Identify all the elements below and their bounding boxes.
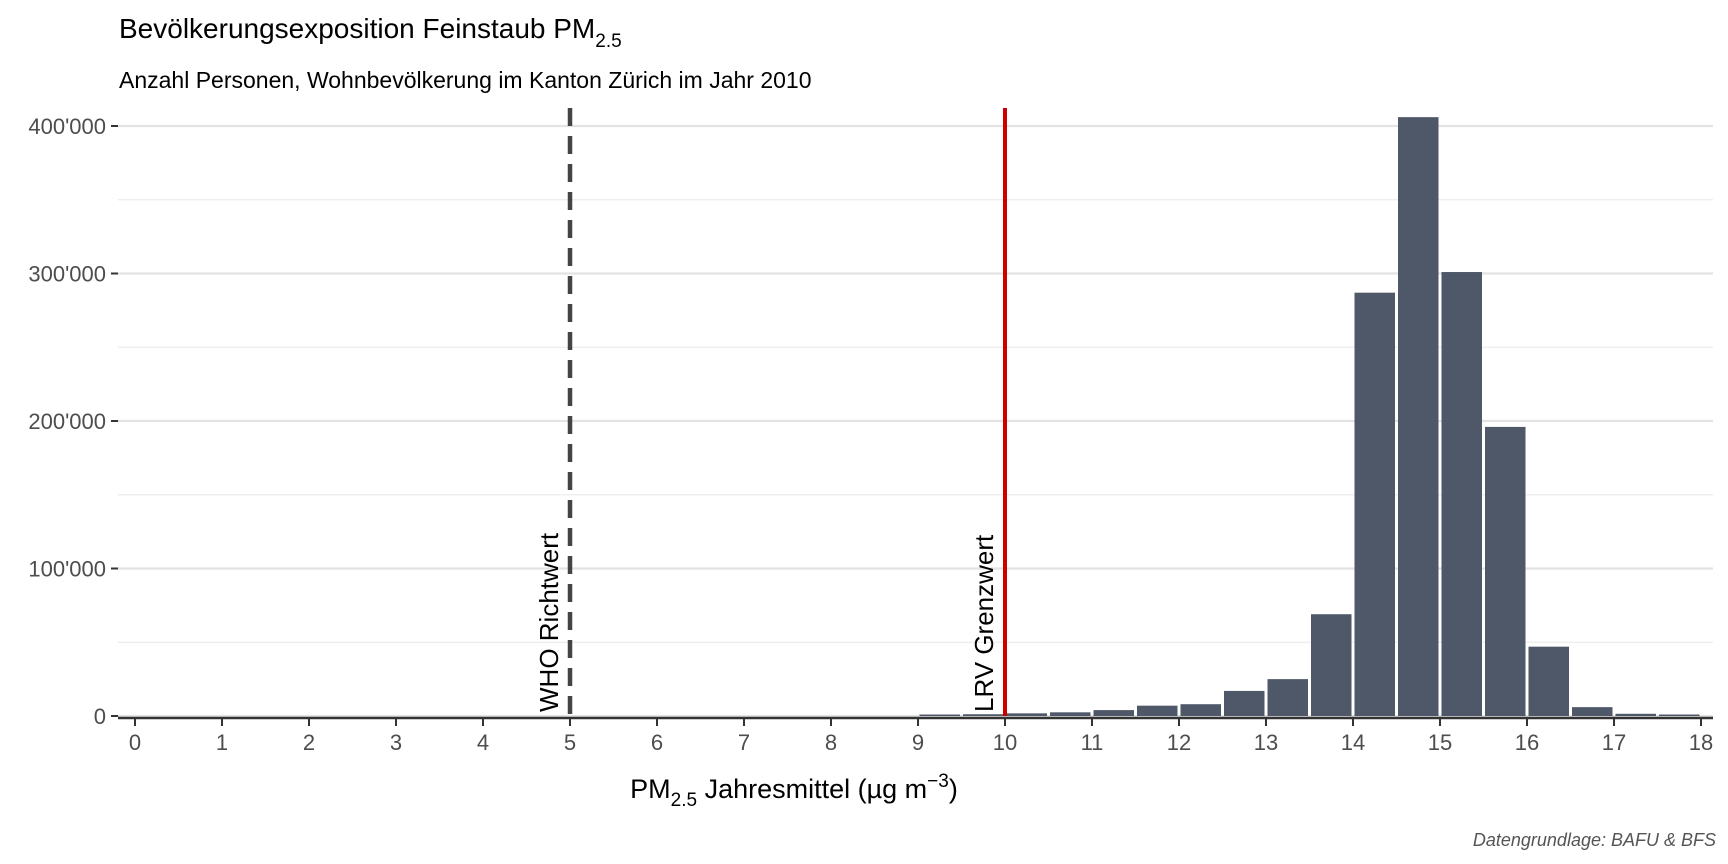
- histogram-bar: [1441, 272, 1482, 716]
- x-tick-label: 1: [216, 730, 228, 755]
- histogram-bar: [1615, 713, 1656, 716]
- histogram-bar: [1050, 712, 1091, 716]
- histogram-bar: [963, 714, 1004, 716]
- x-tick-label: 3: [390, 730, 402, 755]
- histogram-bar: [1354, 292, 1395, 716]
- chart-title-subscript: 2.5: [595, 31, 621, 52]
- x-tick-label: 0: [129, 730, 141, 755]
- x-tick-label: 12: [1167, 730, 1191, 755]
- reference-lines-layer: WHO Richtwert LRV Grenzwert: [534, 108, 1007, 716]
- grid-layer: [118, 124, 1713, 718]
- x-tick-label: 10: [993, 730, 1017, 755]
- x-tick-label: 17: [1602, 730, 1626, 755]
- x-tick-label: 2: [303, 730, 315, 755]
- histogram-bar: [1311, 614, 1352, 716]
- x-tick-label: 7: [738, 730, 750, 755]
- y-tick-label: 300'000: [28, 262, 106, 287]
- histogram-bar: [1485, 426, 1526, 716]
- y-tick-label: 200'000: [28, 409, 106, 434]
- reference-line-label: WHO Richtwert: [534, 532, 564, 712]
- histogram-bar: [919, 714, 960, 716]
- histogram-bar: [1137, 705, 1178, 716]
- histogram-bar: [1006, 713, 1047, 716]
- x-tick-label: 8: [825, 730, 837, 755]
- histogram-bar: [1093, 710, 1134, 716]
- histogram-bar: [1224, 690, 1265, 716]
- x-tick-label: 6: [651, 730, 663, 755]
- histogram-bar: [1659, 714, 1700, 716]
- reference-line-label: LRV Grenzwert: [969, 534, 999, 712]
- histogram-bar: [1267, 679, 1308, 716]
- histogram-bar: [1528, 646, 1569, 716]
- x-tick-label: 9: [912, 730, 924, 755]
- histogram-bar: [1572, 707, 1613, 716]
- x-tick-label: 15: [1428, 730, 1452, 755]
- chart-subtitle: Anzahl Personen, Wohnbevölkerung im Kant…: [119, 67, 812, 93]
- x-tick-label: 11: [1081, 730, 1104, 755]
- x-tick-label: 4: [477, 730, 489, 755]
- histogram-bar: [1398, 117, 1439, 716]
- x-axis-title: PM2.5 Jahresmittel (µg m−3): [630, 771, 958, 811]
- x-tick-label: 18: [1689, 730, 1713, 755]
- x-tick-label: 16: [1515, 730, 1539, 755]
- y-tick-label: 100'000: [28, 557, 106, 582]
- x-tick-label: 5: [564, 730, 576, 755]
- y-tick-label: 0: [94, 704, 106, 729]
- bars-layer: [919, 117, 1700, 716]
- y-tick-label: 400'000: [28, 114, 106, 139]
- chart-title: Bevölkerungsexposition Feinstaub PM2.5: [119, 13, 622, 52]
- x-tick-label: 13: [1254, 730, 1278, 755]
- caption: Datengrundlage: BAFU & BFS: [1473, 830, 1716, 850]
- histogram-bar: [1180, 704, 1221, 716]
- x-tick-label: 14: [1341, 730, 1365, 755]
